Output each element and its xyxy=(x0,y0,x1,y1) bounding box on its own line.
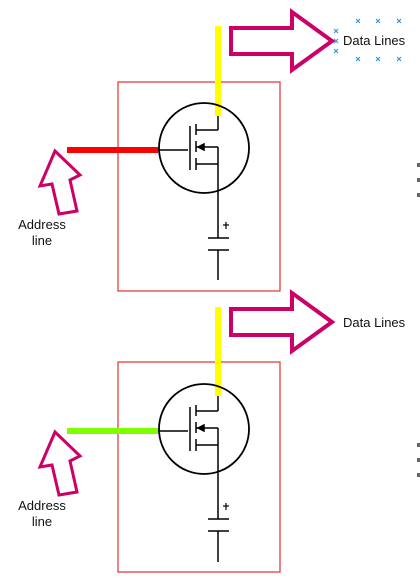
cell-2-address-label: Address line xyxy=(7,498,77,530)
cell-2-address-label-line1: Address xyxy=(18,498,66,513)
memory-cell-2 xyxy=(37,289,336,573)
cell-1-border xyxy=(117,81,281,292)
cell-2-data-label: Data Lines xyxy=(343,315,406,330)
selection-handle-icon xyxy=(333,18,402,62)
cell-2-data-arrow xyxy=(229,289,336,355)
cell-1-address-arrow xyxy=(37,148,83,216)
clipped-edge-marks xyxy=(417,163,420,477)
cell-2-address-label-line2: line xyxy=(31,514,53,529)
cell-1-data-label: Data Lines xyxy=(343,33,406,48)
cell-1-data-arrow xyxy=(229,8,336,74)
cell-1-address-label-line1: Address xyxy=(18,217,66,232)
mosfet-icon xyxy=(158,383,250,562)
mosfet-icon xyxy=(158,102,250,280)
memory-cell-1 xyxy=(37,8,402,292)
capacitor-icon xyxy=(208,222,229,251)
cell-1-address-label-line2: line xyxy=(31,233,53,248)
capacitor-icon xyxy=(208,503,229,532)
cell-2-address-arrow xyxy=(37,429,83,497)
cell-2-border xyxy=(117,361,281,573)
cell-1-address-label: Address line xyxy=(7,217,77,249)
